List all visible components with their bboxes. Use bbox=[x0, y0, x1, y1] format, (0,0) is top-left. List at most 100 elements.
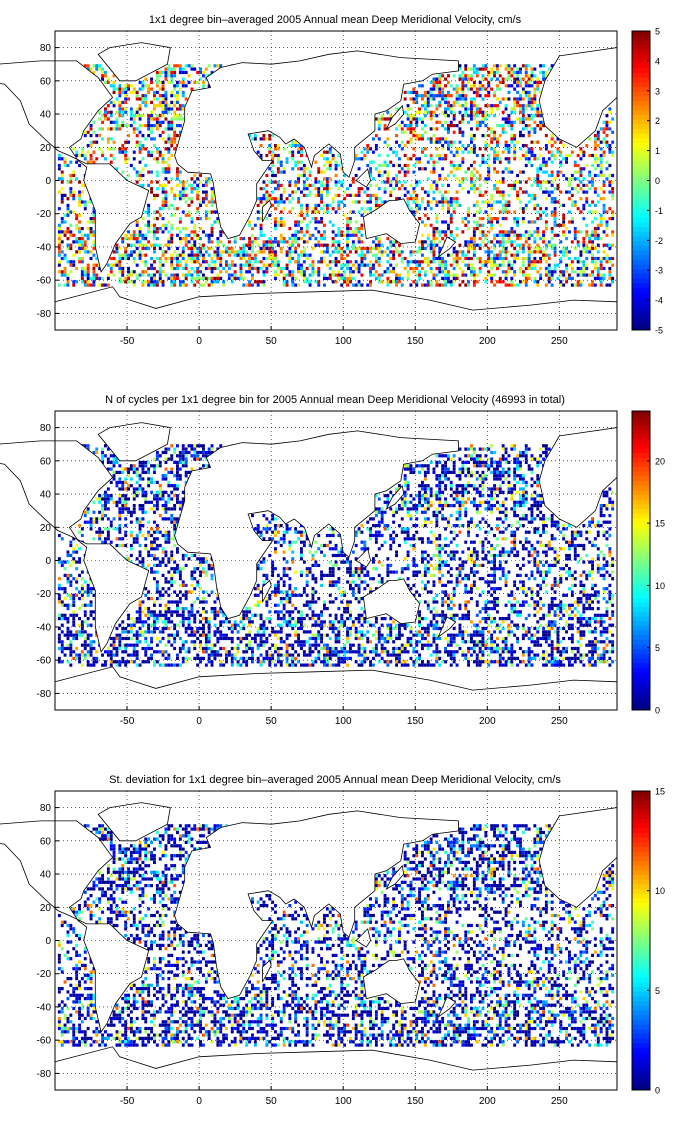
data-cell bbox=[455, 90, 459, 94]
data-cell bbox=[199, 270, 202, 274]
data-cell bbox=[423, 213, 427, 217]
data-cell bbox=[562, 230, 566, 234]
data-cell bbox=[547, 280, 551, 284]
data-cell bbox=[170, 67, 174, 71]
data-cell bbox=[484, 114, 488, 118]
data-cell bbox=[496, 64, 499, 68]
data-cell bbox=[282, 187, 286, 191]
data-cell bbox=[202, 283, 205, 287]
data-cell bbox=[262, 243, 266, 247]
data-cell bbox=[435, 280, 439, 284]
data-cell bbox=[276, 243, 280, 247]
data-cell bbox=[300, 144, 303, 148]
data-cell bbox=[530, 140, 534, 144]
data-cell bbox=[429, 187, 433, 191]
data-cell bbox=[141, 246, 145, 251]
data-cell bbox=[510, 490, 514, 494]
data-cell bbox=[372, 193, 375, 197]
data-cell bbox=[60, 173, 64, 178]
data-cell bbox=[449, 160, 453, 164]
data-cell bbox=[248, 220, 251, 224]
data-cell bbox=[360, 150, 364, 154]
data-cell bbox=[109, 480, 113, 484]
data-cell bbox=[481, 200, 485, 204]
data-cell bbox=[519, 170, 522, 174]
data-cell bbox=[150, 114, 153, 118]
data-cell bbox=[484, 190, 488, 194]
data-cell bbox=[213, 266, 217, 271]
data-cell bbox=[527, 84, 531, 88]
data-cell bbox=[409, 193, 413, 197]
data-cell bbox=[521, 190, 525, 194]
data-cell bbox=[314, 187, 318, 191]
data-cell bbox=[72, 173, 76, 178]
data-cell bbox=[173, 117, 177, 121]
colorbar-step bbox=[632, 133, 650, 139]
velocity-map-panel: 1x1 degree bin–averaged 2005 Annual mean… bbox=[0, 0, 696, 380]
data-cell bbox=[285, 280, 289, 284]
data-cell bbox=[435, 256, 439, 261]
data-cell bbox=[276, 180, 280, 184]
data-cell bbox=[478, 110, 482, 114]
data-cell bbox=[496, 470, 499, 474]
colorbar-step bbox=[632, 287, 650, 294]
data-cell bbox=[121, 273, 125, 277]
data-cell bbox=[556, 173, 560, 178]
data-cell bbox=[101, 514, 104, 518]
colorbar-step bbox=[632, 231, 650, 237]
data-cell bbox=[452, 130, 456, 134]
data-cell bbox=[513, 500, 517, 504]
data-cell bbox=[274, 270, 277, 274]
data-cell bbox=[498, 490, 502, 494]
data-cell bbox=[593, 153, 597, 158]
data-cell bbox=[438, 157, 442, 161]
data-cell bbox=[611, 243, 615, 247]
data-cell bbox=[89, 144, 93, 148]
data-cell bbox=[487, 127, 491, 131]
data-cell bbox=[519, 504, 522, 508]
coastline bbox=[54, 286, 618, 331]
data-cell bbox=[314, 243, 318, 247]
data-cell bbox=[400, 183, 404, 187]
data-cell bbox=[455, 167, 459, 171]
data-cell bbox=[176, 500, 179, 504]
colorbar-step bbox=[632, 157, 650, 163]
data-cell bbox=[181, 197, 185, 201]
data-cell bbox=[202, 253, 205, 257]
data-cell bbox=[398, 157, 401, 161]
data-cell bbox=[487, 270, 491, 274]
data-cell bbox=[521, 220, 525, 224]
data-cell bbox=[521, 514, 525, 518]
data-cell bbox=[490, 460, 494, 464]
data-cell bbox=[129, 233, 133, 237]
data-cell bbox=[129, 270, 133, 274]
data-cell bbox=[138, 107, 142, 111]
data-cell bbox=[153, 157, 156, 161]
data-cell bbox=[553, 217, 557, 221]
data-cell bbox=[539, 276, 543, 280]
data-cell bbox=[527, 220, 531, 224]
data-cell bbox=[115, 504, 119, 508]
data-cell bbox=[279, 210, 283, 214]
data-cell bbox=[207, 266, 211, 271]
data-cell bbox=[455, 487, 459, 491]
data-cell bbox=[553, 250, 557, 254]
data-cell bbox=[570, 240, 574, 244]
data-cell bbox=[542, 160, 545, 164]
data-cell bbox=[210, 223, 214, 227]
data-cell bbox=[129, 90, 133, 94]
data-cell bbox=[602, 190, 606, 194]
data-cell bbox=[343, 173, 347, 178]
data-cell bbox=[256, 280, 260, 284]
data-cell bbox=[147, 230, 151, 234]
data-cell bbox=[568, 263, 571, 267]
data-cell bbox=[153, 193, 156, 197]
data-cell bbox=[92, 213, 96, 217]
data-cell bbox=[104, 507, 107, 511]
data-cell bbox=[271, 256, 275, 261]
data-cell bbox=[89, 157, 93, 161]
data-cell bbox=[153, 467, 156, 471]
data-cell bbox=[83, 200, 87, 204]
data-cell bbox=[106, 110, 110, 114]
data-cell bbox=[366, 200, 370, 204]
